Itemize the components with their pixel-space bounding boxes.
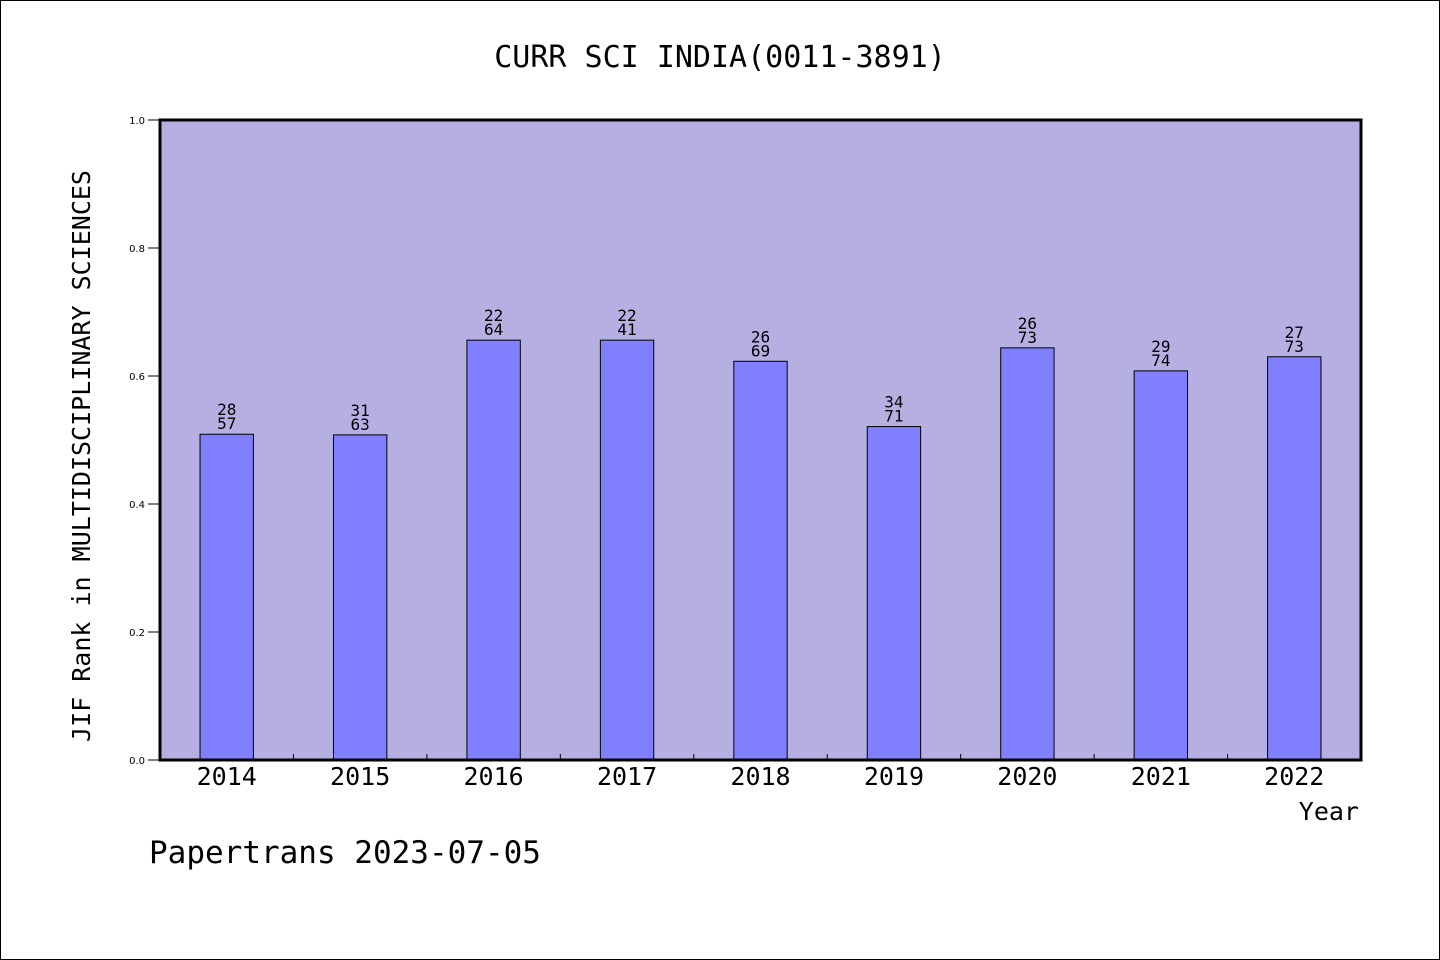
bar-2014	[199, 433, 254, 761]
y-tick-label: 0.4	[129, 500, 145, 511]
bar-2017	[599, 339, 655, 761]
data-label-total: 73	[1018, 328, 1037, 347]
data-label-total: 41	[617, 320, 636, 339]
data-label-total: 71	[884, 407, 903, 426]
x-tick-label: 2016	[464, 762, 524, 791]
footer-text: Papertrans 2023-07-05	[149, 835, 541, 871]
bar-2015	[332, 434, 388, 761]
data-label-rank: 27	[1285, 323, 1304, 342]
x-tick-label: 2021	[1131, 762, 1191, 791]
data-label-rank: 22	[617, 306, 636, 325]
bar-2021	[1133, 370, 1189, 761]
data-label-rank: 29	[1151, 337, 1170, 356]
data-label-rank: 26	[1018, 314, 1037, 333]
chart-title: CURR SCI INDIA(0011-3891)	[494, 40, 946, 75]
y-axis: 0.0 0.2 0.4 0.6 0.8 1.0	[129, 116, 160, 767]
bars-group	[199, 339, 1322, 761]
bar-2022	[1267, 356, 1322, 761]
data-label-rank: 31	[351, 401, 370, 420]
data-label-rank: 22	[484, 306, 503, 325]
data-label-rank: 28	[217, 400, 236, 419]
bar-2020	[1000, 347, 1055, 761]
y-tick-label: 0.8	[129, 244, 145, 255]
data-label-total: 73	[1285, 337, 1304, 356]
data-label-total: 74	[1151, 351, 1170, 370]
data-label-total: 57	[217, 414, 236, 433]
data-label-rank: 34	[884, 393, 903, 412]
x-tick-label: 2022	[1264, 762, 1324, 791]
y-tick-label: 0.0	[129, 756, 145, 767]
x-tick-label: 2015	[330, 762, 390, 791]
data-label-total: 69	[751, 341, 770, 360]
y-tick-label: 0.2	[129, 628, 145, 639]
bar-2019	[866, 426, 922, 761]
plot-border	[158, 118, 1363, 762]
x-tick-label: 2014	[197, 762, 257, 791]
y-tick-label: 1.0	[129, 116, 145, 127]
x-axis: 2014 2015 2016 2017 2018 2019 2020 2021 2022	[197, 754, 1324, 791]
y-axis-label: JIF Rank in MULTIDISCIPLINARY SCIENCES	[67, 170, 96, 742]
x-axis-label: Year	[1299, 797, 1359, 826]
x-tick-label: 2019	[864, 762, 924, 791]
data-label-total: 63	[351, 415, 370, 434]
x-tick-label: 2020	[997, 762, 1057, 791]
bar-2016	[466, 339, 521, 761]
data-label-total: 64	[484, 320, 503, 339]
x-tick-label: 2017	[597, 762, 657, 791]
bar-2018	[733, 360, 788, 761]
data-label-rank: 26	[751, 327, 770, 346]
x-tick-label: 2018	[730, 762, 790, 791]
y-tick-label: 0.6	[129, 372, 145, 383]
